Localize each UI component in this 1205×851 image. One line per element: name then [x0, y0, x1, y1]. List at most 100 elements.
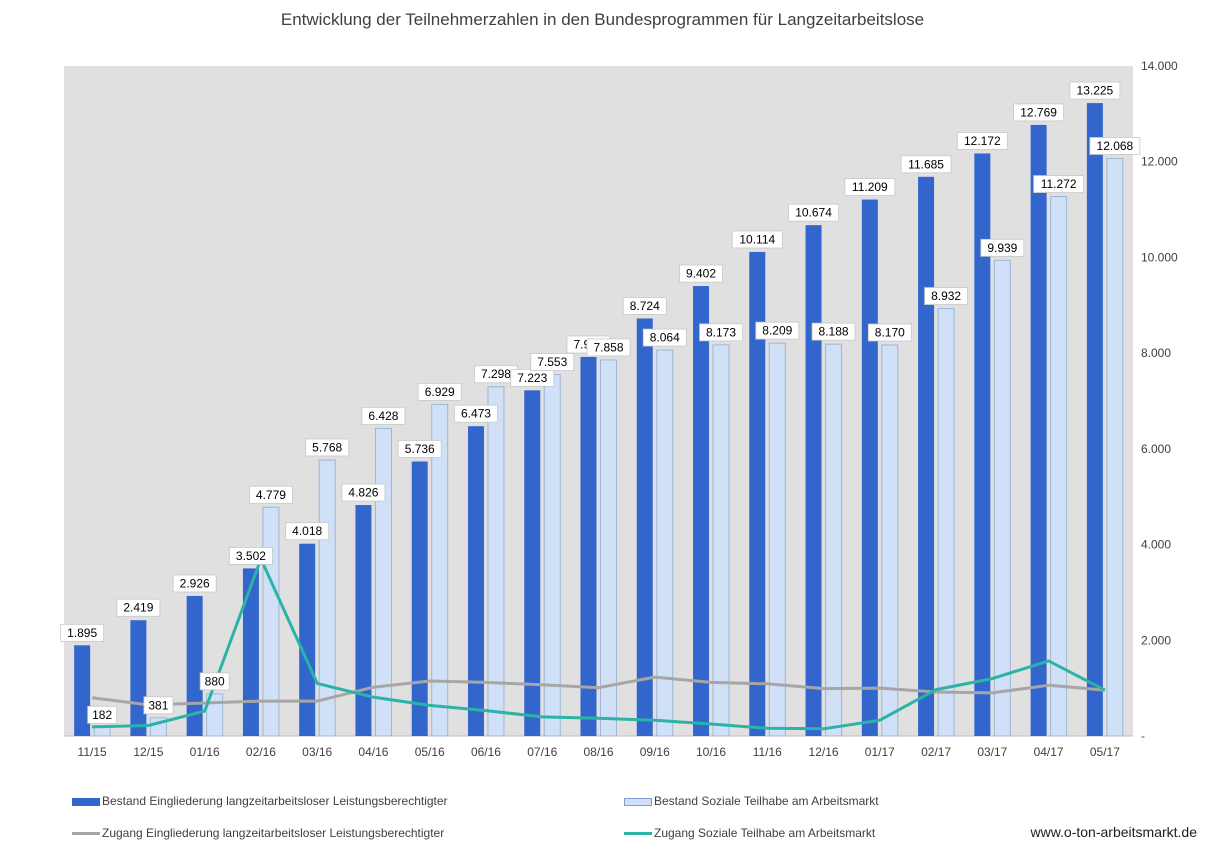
- legend-swatch-bar-light: [624, 797, 652, 806]
- bar-bestand-eingliederung: [580, 356, 597, 736]
- data-label-bestand-eingliederung-box: [788, 203, 839, 222]
- source-link[interactable]: www.o-ton-arbeitsmarkt.de: [1030, 824, 1197, 840]
- bar-bestand-teilhabe: [431, 403, 449, 737]
- data-label-bestand-teilhabe: 8.173: [706, 325, 736, 339]
- legend-label: Zugang Eingliederung langzeitarbeitslose…: [102, 826, 445, 840]
- bar-bestand-eingliederung: [524, 390, 541, 736]
- data-label-bestand-teilhabe-box: [417, 382, 462, 401]
- data-label-bestand-eingliederung-box: [341, 483, 386, 502]
- data-label-bestand-eingliederung-box: [1013, 103, 1065, 122]
- bar-bestand-teilhabe: [768, 342, 786, 737]
- data-label-bestand-eingliederung: 1.895: [67, 626, 97, 640]
- bar-bestand-teilhabe: [206, 693, 224, 737]
- bar-bestand-eingliederung: [130, 620, 147, 736]
- x-tick-label: 01/17: [865, 745, 895, 759]
- bar-bestand-teilhabe: [318, 459, 336, 737]
- data-label-bestand-eingliederung-box: [397, 440, 442, 458]
- data-label-bestand-eingliederung-box: [1069, 81, 1121, 100]
- y-tick-label: 12.000: [1141, 155, 1178, 169]
- data-label-bestand-eingliederung: 7.223: [517, 371, 547, 385]
- data-label-bestand-teilhabe: 8.188: [819, 325, 849, 339]
- x-tick-label: 04/16: [358, 745, 388, 759]
- y-tick-label: 10.000: [1141, 250, 1178, 264]
- data-label-bestand-teilhabe: 182: [92, 708, 112, 722]
- data-label-bestand-teilhabe: 8.064: [650, 331, 680, 345]
- data-label-bestand-eingliederung: 12.769: [1020, 105, 1057, 119]
- y-tick-label: 6.000: [1141, 442, 1171, 456]
- data-label-bestand-eingliederung: 2.926: [180, 576, 210, 590]
- y-tick-label: 8.000: [1141, 346, 1171, 360]
- data-label-bestand-teilhabe-box: [867, 323, 912, 342]
- bar-bestand-teilhabe: [1050, 196, 1068, 737]
- data-label-bestand-teilhabe-box: [924, 287, 968, 305]
- bar-bestand-eingliederung: [805, 225, 822, 736]
- data-label-bestand-eingliederung: 3.502: [236, 549, 266, 563]
- data-label-bestand-eingliederung-box: [844, 178, 896, 196]
- bar-bestand-teilhabe: [1106, 157, 1124, 737]
- data-label-bestand-eingliederung-box: [172, 574, 217, 593]
- data-label-bestand-eingliederung: 5.736: [405, 442, 435, 456]
- legend-swatch-line-gray: [72, 832, 100, 836]
- data-label-bestand-teilhabe: 7.298: [481, 367, 511, 381]
- data-label-bestand-teilhabe-box: [305, 438, 350, 457]
- legend-swatch-bar-dark: [72, 797, 100, 806]
- x-tick-label: 06/16: [471, 745, 501, 759]
- legend-label: Zugang Soziale Teilhabe am Arbeitsmarkt: [654, 826, 876, 840]
- data-label-bestand-eingliederung: 8.724: [630, 299, 660, 313]
- data-label-bestand-eingliederung: 9.402: [686, 267, 716, 281]
- legend-item-zugang-eingliederung: Zugang Eingliederung langzeitarbeitslose…: [72, 826, 444, 840]
- x-tick-label: 04/17: [1034, 745, 1064, 759]
- x-tick-label: 03/16: [302, 745, 332, 759]
- x-tick-label: 11/15: [78, 745, 107, 759]
- line-zugang-eingliederung: [91, 675, 1106, 707]
- bar-bestand-eingliederung: [974, 153, 991, 737]
- data-label-bestand-teilhabe: 9.939: [987, 241, 1017, 255]
- data-label-bestand-teilhabe-box: [586, 338, 631, 357]
- data-label-bestand-eingliederung: 4.826: [348, 486, 378, 500]
- data-label-bestand-eingliederung-box: [285, 522, 330, 541]
- y-tick-label: 2.000: [1141, 633, 1171, 647]
- bar-bestand-teilhabe: [374, 427, 392, 737]
- bar-bestand-teilhabe: [656, 349, 674, 737]
- data-label-bestand-teilhabe-box: [87, 705, 118, 724]
- x-tick-label: 05/16: [415, 745, 445, 759]
- data-label-bestand-teilhabe: 880: [205, 674, 225, 688]
- x-tick-label: 07/16: [527, 745, 557, 759]
- data-label-bestand-eingliederung-box: [454, 404, 498, 423]
- data-label-bestand-teilhabe-box: [199, 672, 230, 691]
- y-tick-label: 4.000: [1141, 538, 1171, 552]
- x-tick-label: 08/16: [583, 745, 613, 759]
- bar-bestand-eingliederung: [467, 426, 484, 736]
- data-label-bestand-teilhabe: 4.779: [256, 488, 286, 502]
- bar-bestand-eingliederung: [749, 251, 766, 737]
- data-label-bestand-eingliederung: 10.674: [795, 206, 832, 220]
- bar-bestand-teilhabe: [93, 726, 111, 737]
- data-label-bestand-eingliederung: 2.419: [123, 601, 153, 615]
- data-label-bestand-eingliederung-box: [956, 132, 1008, 150]
- data-label-bestand-teilhabe: 7.858: [593, 340, 623, 354]
- chart-title: Entwicklung der Teilnehmerzahlen in den …: [280, 10, 925, 29]
- bar-bestand-teilhabe: [881, 344, 899, 737]
- bar-bestand-teilhabe: [825, 343, 843, 737]
- data-label-bestand-eingliederung-box: [60, 623, 105, 642]
- data-label-bestand-teilhabe-box: [811, 322, 856, 341]
- data-label-bestand-teilhabe-box: [530, 353, 575, 371]
- data-label-bestand-eingliederung: 13.225: [1077, 84, 1114, 98]
- data-label-bestand-teilhabe-box: [755, 321, 800, 340]
- bar-bestand-eingliederung: [693, 286, 710, 736]
- data-label-bestand-eingliederung-box: [679, 264, 723, 283]
- x-tick-label: 10/16: [696, 745, 726, 759]
- legend-label: Bestand Soziale Teilhabe am Arbeitsmarkt: [654, 794, 879, 808]
- data-label-bestand-teilhabe-box: [143, 696, 174, 715]
- bar-bestand-eingliederung: [1030, 124, 1047, 737]
- x-tick-label: 02/16: [246, 745, 276, 759]
- data-label-bestand-eingliederung-box: [229, 547, 273, 565]
- bar-bestand-eingliederung: [636, 318, 653, 736]
- data-label-bestand-teilhabe-box: [980, 238, 1025, 257]
- data-label-bestand-eingliederung: 11.209: [852, 180, 888, 194]
- bar-bestand-teilhabe: [543, 374, 561, 737]
- legend-item-bestand-teilhabe: Bestand Soziale Teilhabe am Arbeitsmarkt: [624, 794, 879, 808]
- data-label-bestand-teilhabe: 5.768: [312, 440, 342, 454]
- bar-bestand-teilhabe: [993, 259, 1011, 737]
